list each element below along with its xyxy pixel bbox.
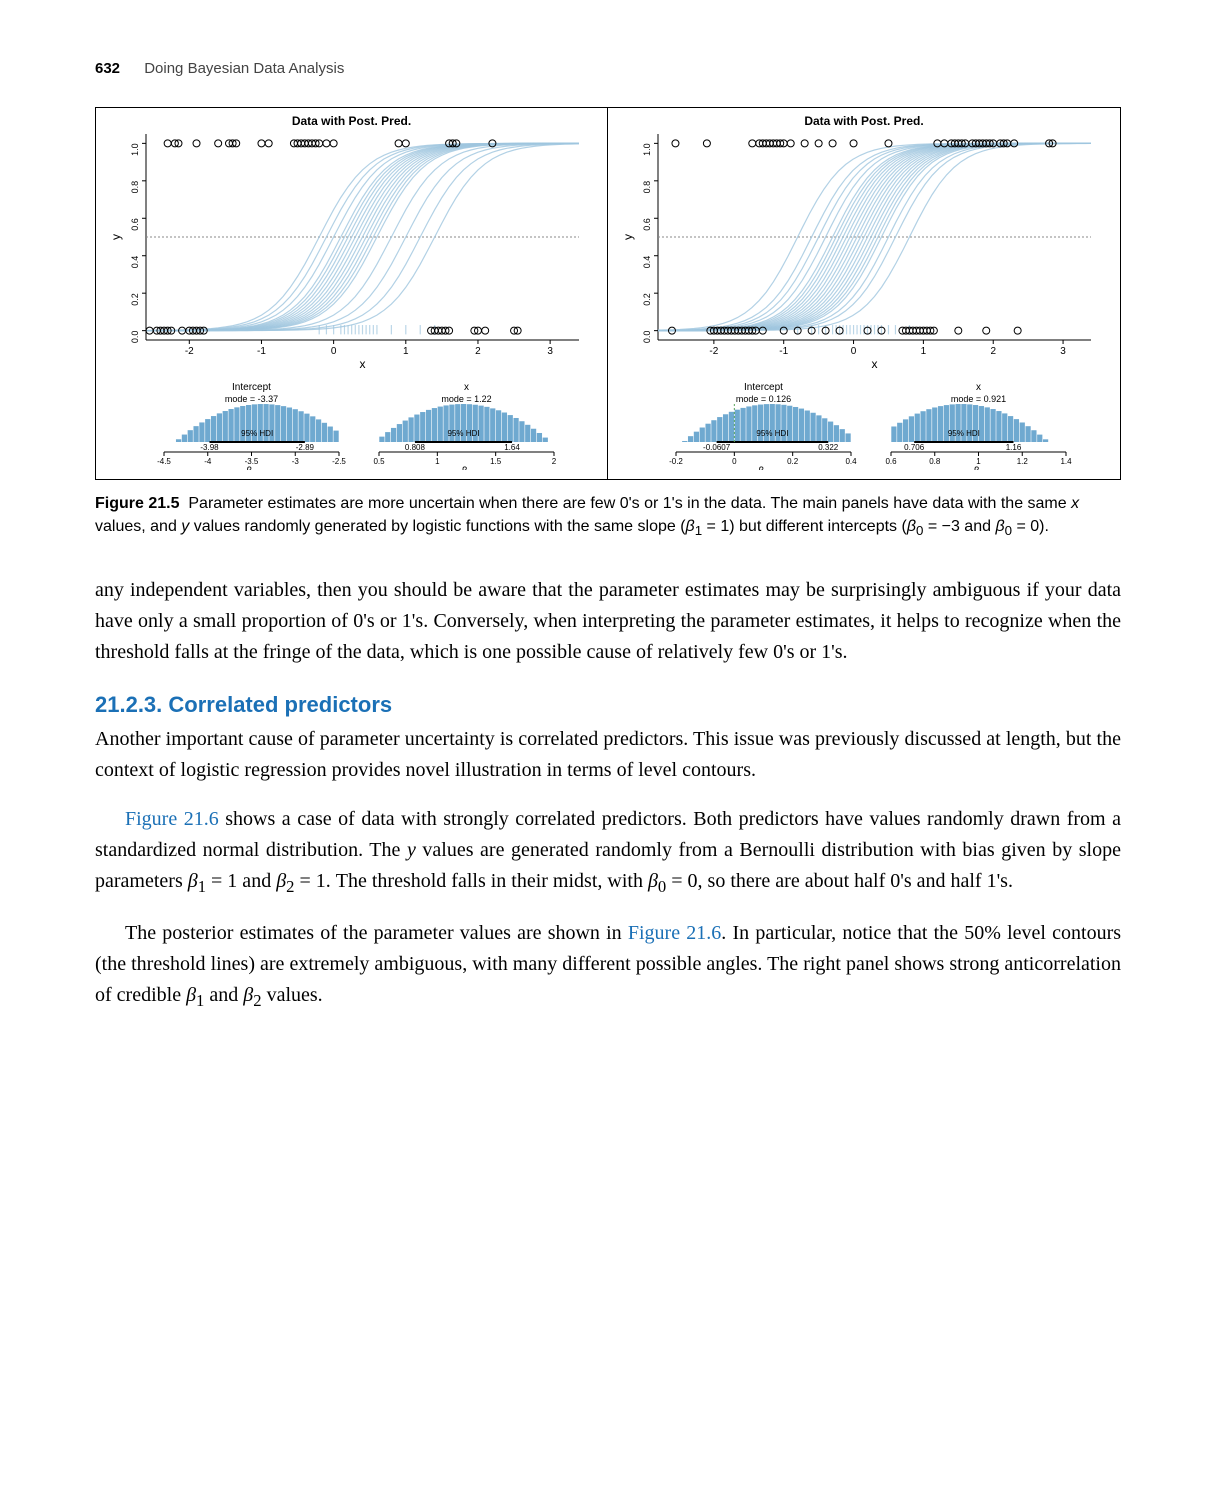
svg-text:-2: -2 [185,346,194,357]
svg-text:β₁: β₁ [462,466,472,470]
svg-text:0.322: 0.322 [818,443,839,452]
svg-text:0.2: 0.2 [787,457,799,466]
svg-text:0.808: 0.808 [405,443,426,452]
svg-text:0.0: 0.0 [130,331,140,344]
svg-text:3: 3 [1060,346,1066,357]
svg-text:1: 1 [435,457,440,466]
svg-text:1.4: 1.4 [1060,457,1072,466]
svg-text:1: 1 [976,457,981,466]
svg-text:2: 2 [552,457,557,466]
svg-text:0.8: 0.8 [130,181,140,194]
paragraph-2: Another important cause of parameter unc… [95,724,1121,786]
svg-text:0.4: 0.4 [130,256,140,269]
svg-text:mode = 1.22: mode = 1.22 [441,394,491,404]
svg-text:mode = 0.126: mode = 0.126 [736,394,791,404]
svg-text:-1: -1 [779,346,788,357]
svg-text:-1: -1 [257,346,266,357]
svg-text:1: 1 [403,346,409,357]
svg-text:1: 1 [921,346,927,357]
figure-right-panel: Data with Post. Pred. 0.0 0.2 0.4 0.6 0.8 1.0… [608,108,1120,479]
svg-text:0: 0 [331,346,337,357]
svg-text:0.2: 0.2 [642,293,652,306]
figure-link[interactable]: Figure 21.6 [125,808,219,830]
svg-text:-2: -2 [709,346,718,357]
figure-caption: Figure 21.5 Parameter estimates are more… [95,492,1121,541]
svg-text:-3.98: -3.98 [200,443,219,452]
svg-text:x: x [872,357,878,371]
svg-text:0.4: 0.4 [642,256,652,269]
svg-text:-3: -3 [292,457,300,466]
svg-text:0.0: 0.0 [642,331,652,344]
svg-text:mode = -3.37: mode = -3.37 [225,394,278,404]
figure-left-panel: Data with Post. Pred. 0.0 0.2 0.4 0.6 0.8 1.0… [96,108,608,479]
panel-title-right: Data with Post. Pred. [616,114,1112,128]
svg-text:0.6: 0.6 [885,457,897,466]
svg-text:0.8: 0.8 [642,181,652,194]
svg-text:0.4: 0.4 [845,457,857,466]
svg-text:β₀: β₀ [247,466,257,470]
svg-text:-4.5: -4.5 [157,457,171,466]
panel-title-left: Data with Post. Pred. [104,114,599,128]
svg-text:95% HDI: 95% HDI [948,429,980,438]
svg-text:-0.2: -0.2 [669,457,683,466]
svg-text:0.2: 0.2 [130,293,140,306]
svg-text:2: 2 [990,346,996,357]
svg-text:-0.0607: -0.0607 [703,443,731,452]
svg-text:x: x [360,357,366,371]
svg-text:2: 2 [475,346,481,357]
svg-text:3: 3 [547,346,553,357]
chart-left: 0.00.20.40.60.81.0-2-10123yxInterceptmod… [104,130,589,470]
svg-text:x: x [976,382,981,393]
svg-text:β₀: β₀ [759,466,769,470]
book-title: Doing Bayesian Data Analysis [144,60,344,77]
svg-text:-2.89: -2.89 [296,443,315,452]
svg-text:Intercept: Intercept [744,382,783,393]
page-number: 632 [95,60,120,77]
caption-label: Figure 21.5 [95,495,179,512]
svg-text:1.16: 1.16 [1006,443,1022,452]
svg-text:0.706: 0.706 [904,443,925,452]
chart-right: 0.00.20.40.60.81.0-2-10123yxInterceptmod… [616,130,1101,470]
svg-text:1.64: 1.64 [504,443,520,452]
section-heading: 21.2.3. Correlated predictors [95,692,1121,718]
svg-text:95% HDI: 95% HDI [241,429,273,438]
svg-text:0: 0 [732,457,737,466]
svg-text:0.6: 0.6 [130,218,140,231]
paragraph-3: Figure 21.6 shows a case of data with st… [95,804,1121,900]
paragraph-1: any independent variables, then you shou… [95,575,1121,668]
svg-text:1.0: 1.0 [130,143,140,156]
svg-text:0.5: 0.5 [373,457,385,466]
svg-text:95% HDI: 95% HDI [756,429,788,438]
svg-text:95% HDI: 95% HDI [447,429,479,438]
svg-text:mode = 0.921: mode = 0.921 [951,394,1006,404]
figure-link[interactable]: Figure 21.6 [628,922,721,944]
page-header: 632 Doing Bayesian Data Analysis [95,60,1121,77]
svg-text:-2.5: -2.5 [332,457,346,466]
svg-text:-4: -4 [204,457,212,466]
svg-text:x: x [464,382,469,393]
svg-text:0: 0 [851,346,857,357]
svg-text:0.6: 0.6 [642,218,652,231]
svg-text:β₁: β₁ [974,466,984,470]
paragraph-4: The posterior estimates of the parameter… [95,918,1121,1014]
svg-text:y: y [621,234,635,240]
svg-text:0.8: 0.8 [929,457,941,466]
svg-text:-3.5: -3.5 [245,457,259,466]
svg-text:y: y [109,234,123,240]
svg-text:1.0: 1.0 [642,143,652,156]
svg-text:1.5: 1.5 [490,457,502,466]
svg-text:1.2: 1.2 [1017,457,1029,466]
figure-21-5: Data with Post. Pred. 0.0 0.2 0.4 0.6 0.8 1.0… [95,107,1121,480]
svg-text:Intercept: Intercept [232,382,271,393]
